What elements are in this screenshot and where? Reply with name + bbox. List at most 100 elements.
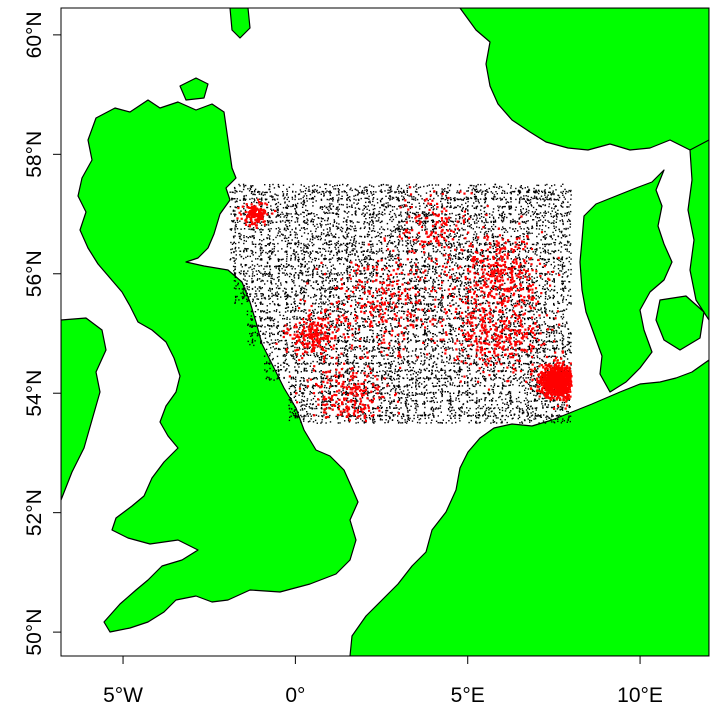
point-black	[316, 214, 318, 216]
point-black	[462, 198, 465, 201]
point-black	[456, 265, 458, 267]
point-black	[382, 370, 384, 372]
point-black	[394, 255, 397, 257]
point-black	[303, 360, 305, 363]
point-black	[403, 415, 405, 417]
point-black	[448, 219, 450, 221]
point-black	[533, 195, 536, 197]
point-black	[407, 364, 410, 366]
point-black	[354, 348, 356, 351]
point-black	[466, 206, 469, 208]
point-black	[312, 205, 314, 207]
point-black	[442, 330, 444, 332]
point-black	[236, 228, 239, 230]
point-black	[293, 282, 295, 284]
point-black	[307, 282, 310, 285]
point-black	[553, 281, 555, 283]
point-black	[543, 332, 545, 334]
point-black	[545, 225, 547, 227]
point-black	[548, 295, 550, 297]
point-black	[454, 236, 456, 238]
point-black	[344, 310, 347, 313]
point-black	[570, 302, 572, 304]
point-black	[405, 218, 408, 220]
point-black	[296, 219, 299, 221]
point-black	[337, 340, 340, 342]
point-black	[390, 402, 393, 404]
point-black	[494, 407, 496, 409]
point-black	[428, 214, 430, 217]
point-black	[314, 395, 316, 397]
point-black	[417, 416, 419, 418]
point-black	[465, 340, 467, 343]
point-black	[526, 191, 528, 194]
point-black	[368, 363, 370, 365]
point-black	[389, 211, 392, 213]
point-black	[363, 193, 365, 195]
point-black	[359, 325, 361, 327]
point-black	[254, 265, 256, 267]
point-black	[393, 226, 395, 228]
point-black	[438, 298, 440, 301]
point-black	[388, 370, 391, 372]
point-black	[330, 232, 332, 235]
point-black	[248, 190, 251, 192]
point-black	[329, 286, 332, 288]
point-black	[423, 413, 426, 415]
point-black	[269, 195, 271, 197]
point-black	[522, 377, 524, 379]
point-black	[515, 221, 517, 223]
point-black	[506, 295, 509, 298]
point-black	[336, 307, 339, 309]
point-black	[448, 241, 450, 243]
point-black	[475, 392, 478, 394]
point-black	[321, 294, 323, 296]
point-black	[565, 258, 568, 260]
point-black	[243, 186, 245, 188]
point-black	[391, 347, 393, 349]
point-black	[402, 303, 405, 305]
point-black	[565, 271, 567, 273]
point-black	[547, 325, 549, 327]
point-black	[387, 241, 390, 243]
point-black	[320, 310, 322, 312]
point-black	[371, 216, 373, 219]
point-black	[475, 420, 477, 423]
point-black	[235, 250, 237, 252]
point-black	[415, 303, 417, 305]
point-black	[322, 266, 324, 268]
point-black	[254, 316, 257, 318]
point-black	[479, 310, 482, 312]
point-black	[358, 290, 361, 292]
point-black	[320, 407, 322, 410]
point-black	[433, 416, 435, 418]
point-black	[298, 242, 300, 244]
point-black	[527, 195, 529, 198]
point-black	[252, 251, 254, 253]
point-black	[317, 415, 320, 417]
point-black	[281, 248, 283, 250]
point-black	[476, 364, 478, 367]
point-black	[311, 318, 314, 320]
point-black	[551, 415, 553, 418]
point-black	[244, 199, 246, 201]
point-black	[338, 199, 340, 201]
point-black	[450, 198, 452, 201]
point-black	[276, 276, 279, 279]
point-black	[449, 410, 451, 413]
point-black	[437, 266, 440, 268]
point-black	[483, 210, 486, 213]
point-black	[478, 405, 480, 407]
point-black	[471, 384, 474, 386]
point-black	[361, 189, 364, 192]
point-black	[518, 411, 521, 413]
point-black	[430, 258, 433, 260]
point-black	[419, 271, 421, 273]
point-black	[301, 416, 303, 418]
point-black	[342, 221, 345, 223]
point-black	[398, 324, 400, 327]
point-black	[412, 310, 414, 312]
point-black	[316, 280, 318, 282]
point-black	[311, 258, 314, 261]
point-black	[435, 397, 437, 399]
